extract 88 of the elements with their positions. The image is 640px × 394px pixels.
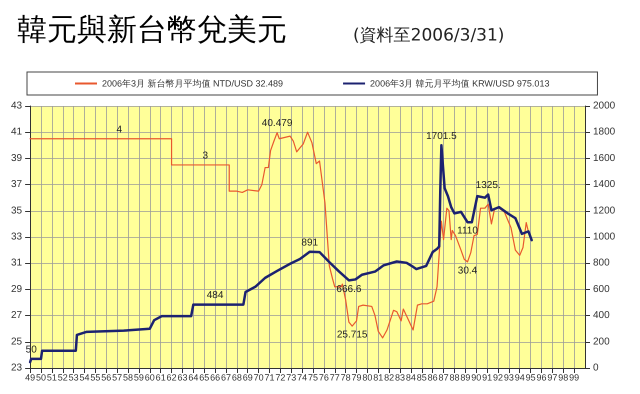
- annotation: 3: [202, 150, 209, 162]
- annotation: 25.715: [336, 330, 368, 341]
- x-tick-label: 51: [46, 372, 57, 382]
- annotation: 891: [301, 237, 319, 248]
- x-tick-label: 52: [58, 372, 68, 382]
- x-tick-label: 68: [232, 372, 242, 382]
- annotation: 4: [116, 124, 123, 136]
- x-tick-label: 87: [438, 372, 449, 382]
- x-tick-label: 90: [471, 372, 482, 382]
- x-tick-label: 98: [558, 372, 568, 382]
- x-tick-label: 73: [286, 372, 296, 382]
- x-tick-label: 85: [416, 372, 427, 382]
- y2-tick-label: 1600: [593, 152, 616, 164]
- x-tick-label: 61: [156, 372, 166, 382]
- x-tick-label: 96: [536, 372, 546, 382]
- x-tick-label: 91: [482, 372, 492, 382]
- chart-subtitle: (資料至2006/3/31): [353, 26, 504, 46]
- legend-label: 2006年3月 新台幣月平均值 NTD/USD 32.489: [102, 78, 284, 88]
- x-tick-label: 65: [199, 372, 210, 382]
- y-tick-label: 43: [11, 100, 23, 112]
- x-tick-label: 49: [25, 372, 36, 382]
- x-tick-label: 99: [569, 372, 580, 382]
- x-tick-label: 92: [492, 372, 503, 382]
- y2-tick-label: 400: [593, 310, 610, 322]
- y-tick-label: 39: [11, 152, 23, 164]
- x-tick-label: 59: [134, 372, 144, 382]
- x-tick-label: 74: [297, 372, 308, 382]
- x-tick-label: 70: [254, 372, 264, 382]
- annotation: 1701.5: [426, 130, 458, 142]
- annotation: 484: [206, 290, 224, 302]
- y-tick-label: 23: [11, 362, 23, 374]
- x-tick-label: 80: [362, 372, 372, 382]
- x-tick-label: 86: [428, 372, 438, 382]
- x-tick-label: 94: [514, 372, 525, 382]
- y2-tick-label: 2000: [593, 100, 616, 112]
- x-tick-label: 82: [384, 372, 394, 382]
- x-tick-label: 50: [36, 372, 46, 382]
- x-tick-label: 60: [144, 372, 155, 382]
- y-tick-label: 29: [11, 284, 23, 295]
- x-tick-label: 58: [123, 372, 134, 382]
- annotation: 40.479: [262, 118, 293, 130]
- y-tick-label: 33: [11, 232, 23, 242]
- y2-tick-label: 1400: [593, 179, 616, 190]
- annotation: 1325.: [476, 180, 501, 192]
- y-tick-label: 25: [11, 336, 23, 348]
- y-tick-label: 27: [11, 310, 23, 322]
- chart-title: 韓元與新台幣兌美元: [17, 12, 287, 48]
- x-tick-label: 81: [373, 372, 384, 382]
- x-tick-label: 76: [318, 372, 329, 382]
- x-tick-label: 66: [210, 372, 220, 382]
- y2-tick-label: 200: [593, 336, 610, 348]
- x-tick-label: 93: [504, 372, 514, 382]
- y2-tick-label: 1200: [593, 205, 616, 216]
- annotation: 1110: [457, 226, 478, 237]
- line-series: [30, 132, 532, 338]
- x-tick-label: 71: [264, 372, 274, 382]
- x-tick-label: 78: [340, 372, 351, 382]
- x-tick-label: 64: [188, 372, 198, 382]
- x-tick-label: 89: [460, 372, 470, 382]
- annotation: 30.4: [458, 265, 478, 276]
- x-tick-label: 95: [526, 372, 536, 382]
- legend-label: 2006年3月 韓元月平均值 KRW/USD 975.013: [370, 78, 550, 88]
- x-tick-label: 67: [220, 372, 231, 382]
- y-tick-label: 41: [11, 126, 23, 138]
- x-tick-label: 97: [547, 372, 558, 382]
- x-tick-label: 77: [330, 372, 340, 382]
- x-tick-label: 56: [101, 372, 112, 382]
- x-tick-label: 83: [395, 372, 406, 382]
- x-tick-label: 72: [275, 372, 286, 382]
- y2-tick-label: 600: [593, 284, 610, 295]
- x-tick-label: 69: [242, 372, 253, 382]
- x-tick-label: 55: [90, 372, 100, 382]
- x-tick-label: 57: [112, 372, 122, 382]
- x-tick-label: 88: [449, 372, 460, 382]
- x-tick-label: 79: [352, 372, 362, 382]
- x-tick-label: 75: [308, 372, 318, 382]
- y-tick-label: 37: [11, 179, 23, 190]
- x-tick-label: 54: [80, 372, 90, 382]
- x-tick-label: 62: [166, 372, 177, 382]
- y-tick-label: 35: [11, 205, 23, 216]
- x-tick-label: 53: [68, 372, 79, 382]
- x-tick-label: 63: [177, 372, 188, 382]
- y2-tick-label: 1000: [593, 232, 616, 242]
- x-tick-label: 84: [406, 372, 416, 382]
- y2-tick-label: 0: [593, 362, 599, 374]
- y2-tick-label: 800: [593, 258, 610, 269]
- y-tick-label: 31: [11, 258, 23, 269]
- y2-tick-label: 1800: [593, 126, 616, 138]
